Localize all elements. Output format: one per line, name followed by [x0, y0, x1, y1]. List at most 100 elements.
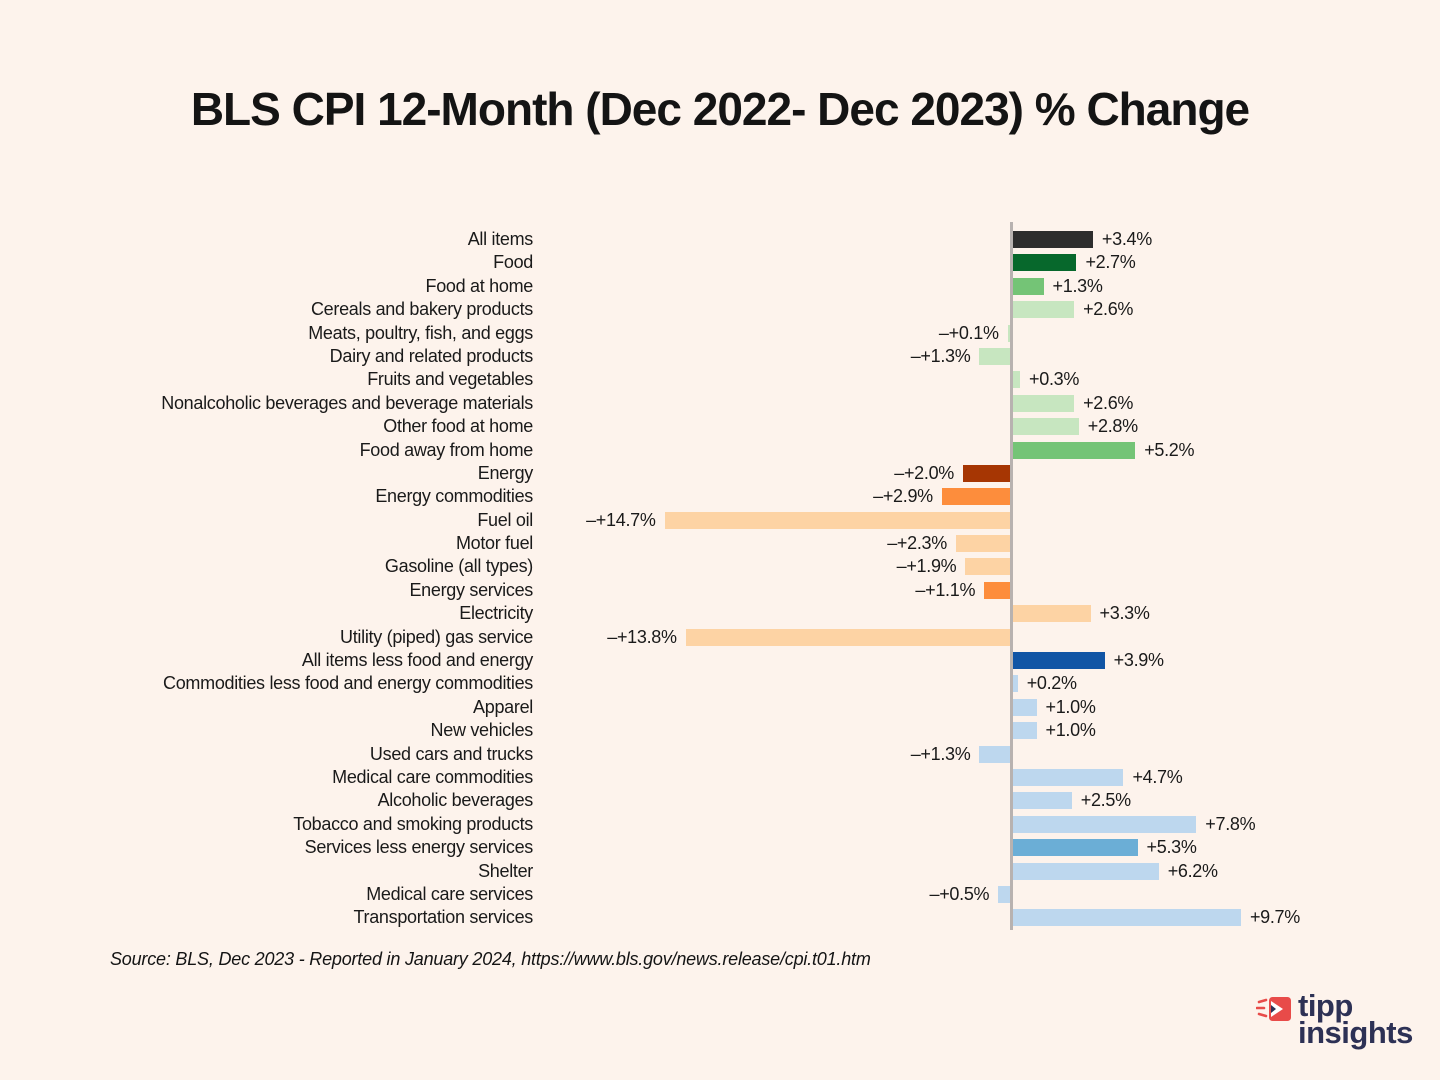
value-label: +3.9%: [1113, 650, 1164, 671]
chart-row: Food at home +1.3%: [0, 275, 1440, 298]
category-label: Energy services: [409, 579, 533, 600]
value-bar: [998, 885, 1010, 903]
category-label: Medical care commodities: [332, 766, 533, 787]
chart-row: Medical care services –+0.5%: [0, 883, 1440, 906]
value-bar: [1013, 652, 1105, 670]
value-bar: [965, 558, 1010, 576]
category-label: Apparel: [473, 696, 533, 717]
category-label: Medical care services: [366, 883, 533, 904]
category-label: Dairy and related products: [329, 345, 534, 366]
value-label: –+0.5%: [929, 883, 990, 904]
category-label: Food at home: [425, 275, 534, 296]
chart-row: Gasoline (all types) –+1.9%: [0, 555, 1440, 578]
chart-rows: All items +3.4% Food +2.7% Food at home +1.3%…: [0, 228, 1440, 930]
value-bar: [1013, 605, 1091, 623]
category-label: Energy commodities: [375, 486, 533, 507]
value-label: –+1.9%: [896, 556, 957, 577]
value-label: +5.3%: [1146, 837, 1197, 858]
value-bar: [1013, 722, 1037, 740]
value-label: +1.0%: [1045, 696, 1096, 717]
chart-row: Apparel +1.0%: [0, 696, 1440, 719]
zero-axis-line: [1010, 222, 1013, 930]
value-label: +2.7%: [1085, 252, 1136, 273]
chart-row: Motor fuel –+2.3%: [0, 532, 1440, 555]
value-label: +2.6%: [1083, 392, 1134, 413]
category-label: All items: [467, 229, 534, 249]
chart-row: Electricity +3.3%: [0, 602, 1440, 625]
value-bar: [984, 581, 1010, 599]
chart-row: Alcoholic beverages +2.5%: [0, 789, 1440, 812]
value-label: +1.3%: [1052, 275, 1103, 296]
category-label: Transportation services: [353, 907, 533, 928]
category-label: Fruits and vegetables: [367, 369, 533, 390]
category-label: Cereals and bakery products: [310, 299, 533, 320]
value-label: +0.2%: [1026, 673, 1077, 694]
chart-row: Shelter +6.2%: [0, 860, 1440, 883]
chart-row: Energy –+2.0%: [0, 462, 1440, 485]
chart-row: Energy commodities –+2.9%: [0, 485, 1440, 508]
value-bar: [1013, 815, 1197, 833]
category-label: Services less energy services: [304, 837, 534, 858]
chart-row: Utility (piped) gas service –+13.8%: [0, 626, 1440, 649]
value-bar: [979, 745, 1010, 763]
chart-row: Fruits and vegetables +0.3%: [0, 368, 1440, 391]
chart-row: Tobacco and smoking products +7.8%: [0, 813, 1440, 836]
chart-title: BLS CPI 12-Month (Dec 2022- Dec 2023) % …: [190, 83, 1250, 135]
value-bar: [955, 535, 1010, 553]
category-label: Motor fuel: [455, 533, 533, 554]
value-label: +6.2%: [1167, 860, 1218, 881]
value-bar: [1013, 394, 1075, 412]
category-label: Other food at home: [383, 416, 533, 437]
chart-row: Medical care commodities +4.7%: [0, 766, 1440, 789]
category-label: Food: [493, 252, 533, 273]
value-label: +2.5%: [1080, 790, 1131, 811]
chart-row: Services less energy services +5.3%: [0, 836, 1440, 859]
value-label: –+2.3%: [887, 533, 947, 554]
value-label: +7.8%: [1205, 813, 1256, 834]
tipp-insights-logo-icon: [1256, 997, 1291, 1021]
category-label: All items less food and energy: [301, 650, 533, 671]
value-bar: [1013, 792, 1072, 810]
category-label: Used cars and trucks: [369, 743, 533, 764]
value-label: –+1.1%: [915, 579, 976, 600]
value-bar: [1013, 277, 1044, 295]
value-bar: [685, 628, 1010, 646]
chart-row: Food away from home +5.2%: [0, 439, 1440, 462]
value-bar: [1013, 839, 1138, 857]
chart-row: Food +2.7%: [0, 251, 1440, 274]
chart-row: Other food at home +2.8%: [0, 415, 1440, 438]
category-label: Nonalcoholic beverages and beverage mate…: [161, 392, 533, 413]
value-label: –+0.1%: [938, 322, 999, 343]
value-bar: [1013, 231, 1093, 248]
value-label: –+1.3%: [910, 743, 971, 764]
value-label: –+1.3%: [910, 345, 971, 366]
category-label: Meats, poultry, fish, and eggs: [308, 322, 533, 343]
value-bar: [979, 347, 1010, 365]
source-attribution: Source: BLS, Dec 2023 - Reported in Janu…: [110, 949, 871, 969]
value-bar: [664, 511, 1010, 529]
chart-row: Commodities less food and energy commodi…: [0, 672, 1440, 695]
category-label: Tobacco and smoking products: [293, 813, 533, 834]
category-label: Alcoholic beverages: [377, 790, 534, 811]
chart-row: Fuel oil –+14.7%: [0, 509, 1440, 532]
value-bar: [1007, 324, 1010, 342]
chart-row: Energy services –+1.1%: [0, 579, 1440, 602]
value-bar: [1013, 768, 1124, 786]
value-label: +3.3%: [1099, 603, 1150, 624]
category-label: Utility (piped) gas service: [340, 626, 533, 647]
value-bar: [1013, 371, 1021, 389]
value-label: +9.7%: [1249, 907, 1300, 928]
chart-row: Cereals and bakery products +2.6%: [0, 298, 1440, 321]
chart-row: All items +3.4%: [0, 228, 1440, 251]
value-label: –+14.7%: [586, 509, 656, 530]
value-bar: [1013, 441, 1136, 459]
category-label: New vehicles: [430, 720, 534, 741]
value-label: +3.4%: [1101, 229, 1152, 249]
tipp-insights-logo: tipp insights: [1256, 988, 1413, 1048]
value-bar: [1013, 418, 1079, 436]
logo-word-tipp: tipp: [1298, 988, 1353, 1023]
chart-row: New vehicles +1.0%: [0, 719, 1440, 742]
category-label: Fuel oil: [477, 509, 533, 530]
category-label: Commodities less food and energy commodi…: [163, 673, 533, 694]
